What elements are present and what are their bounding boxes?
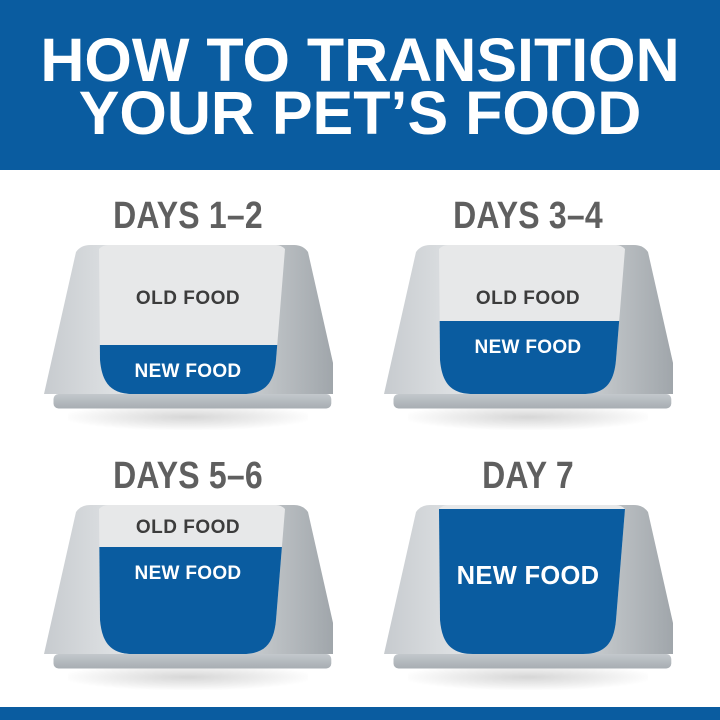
svg-text:OLD FOOD: OLD FOOD [476, 288, 580, 309]
svg-text:NEW FOOD: NEW FOOD [135, 361, 242, 382]
svg-text:NEW FOOD: NEW FOOD [475, 337, 582, 358]
svg-text:OLD FOOD: OLD FOOD [136, 517, 240, 538]
svg-text:OLD FOOD: OLD FOOD [136, 288, 240, 309]
svg-text:NEW FOOD: NEW FOOD [457, 562, 600, 590]
svg-text:NEW FOOD: NEW FOOD [135, 563, 242, 584]
